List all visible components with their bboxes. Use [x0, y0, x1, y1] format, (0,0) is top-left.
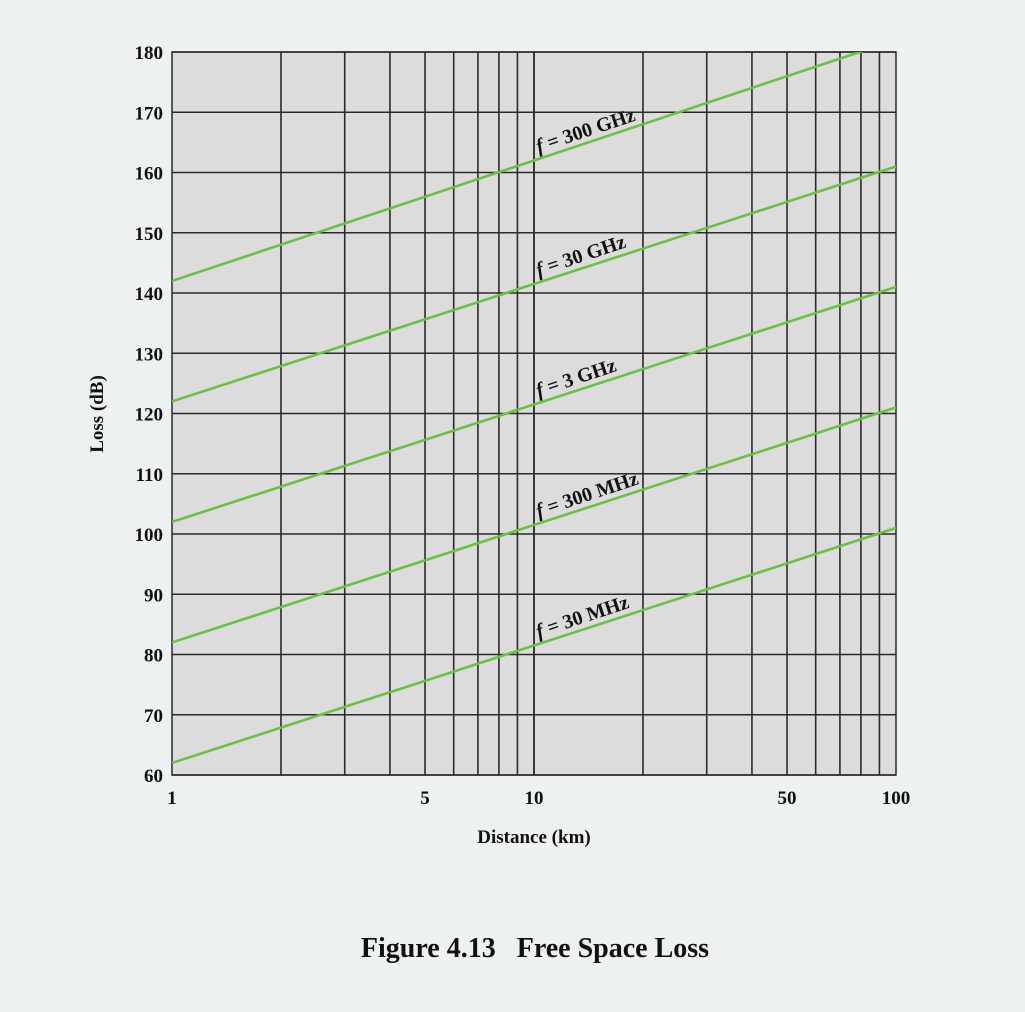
y-axis-label: Loss (dB): [87, 375, 108, 453]
series-line: [172, 406, 896, 644]
series-line: [172, 52, 864, 283]
y-tick-labels: 60 70 80 90 100 110 120 130 140 150 160 170 180: [135, 43, 164, 787]
y-tick-label: 70: [144, 706, 163, 727]
y-tick-label: 120: [135, 405, 164, 426]
x-tick-label: 100: [882, 788, 911, 809]
y-tick-label: 140: [135, 284, 164, 305]
series-lines: [172, 52, 896, 765]
grid-lines: [172, 51, 896, 776]
y-tick-label: 60: [144, 766, 163, 787]
y-tick-label: 180: [135, 43, 164, 64]
figure-caption: Figure 4.13 Free Space Loss: [360, 933, 710, 964]
y-tick-label: 130: [135, 344, 164, 365]
y-tick-label: 90: [144, 585, 163, 606]
series-line: [172, 165, 896, 403]
plot-frame: [171, 51, 897, 776]
y-tick-label: 170: [135, 103, 164, 124]
y-tick-label: 80: [144, 646, 163, 667]
y-tick-label: 160: [135, 164, 164, 185]
x-tick-label: 1: [167, 788, 177, 809]
x-axis-label: Distance (km): [477, 827, 590, 848]
y-tick-label: 150: [135, 224, 164, 245]
x-tick-label: 5: [420, 788, 430, 809]
x-tick-labels: 1 5 10 50 100: [167, 788, 910, 809]
series-line: [172, 526, 896, 765]
y-tick-label: 100: [135, 525, 164, 546]
y-tick-label: 110: [136, 465, 163, 486]
x-tick-label: 50: [778, 788, 797, 809]
series-line: [172, 285, 896, 524]
x-tick-label: 10: [525, 788, 544, 809]
